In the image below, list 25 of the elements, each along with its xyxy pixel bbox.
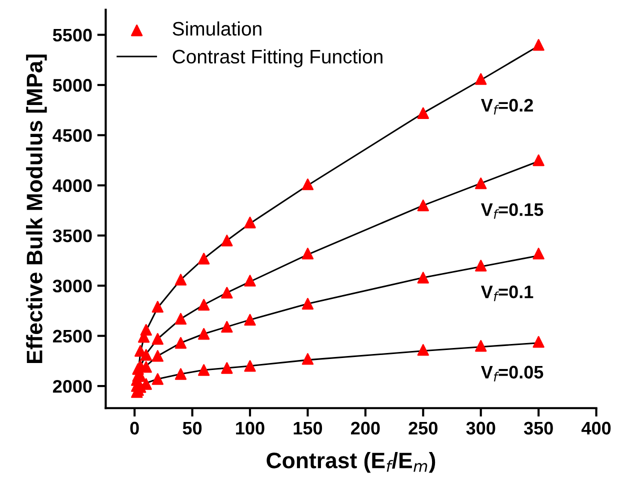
y-tick-label: 2500 bbox=[52, 330, 92, 343]
x-tick-label: 300 bbox=[466, 422, 496, 435]
x-tick-label: 0 bbox=[130, 422, 139, 435]
annotation: V$_{f}$=0.15 bbox=[480, 203, 544, 219]
x-tick-label: 200 bbox=[350, 422, 380, 435]
annotation: V$_{f}$=0.05 bbox=[480, 366, 544, 382]
x-axis-title: Contrast (E$_{f}$/E$_{m}$) bbox=[266, 452, 436, 473]
x-tick-label: 250 bbox=[408, 422, 438, 435]
annotation: V$_{f}$=0.1 bbox=[480, 286, 534, 302]
y-tick-label: 4500 bbox=[52, 129, 92, 142]
x-tick-label: 150 bbox=[294, 422, 322, 435]
legend-label: Simulation bbox=[172, 21, 262, 36]
y-tick-label: 2000 bbox=[52, 380, 92, 393]
annotation: V$_{f}$=0.2 bbox=[480, 98, 533, 114]
legend-label: Contrast Fitting Function bbox=[172, 49, 382, 68]
x-tick-label: 100 bbox=[236, 422, 264, 435]
x-tick-label: 350 bbox=[524, 422, 553, 435]
y-tick-label: 3500 bbox=[52, 229, 92, 242]
x-tick-label: 50 bbox=[182, 422, 202, 435]
y-tick-label: 4000 bbox=[52, 179, 92, 192]
x-tick-label: 400 bbox=[582, 422, 611, 435]
y-tick-label: 5000 bbox=[52, 78, 92, 92]
y-tick-label: 3000 bbox=[52, 280, 92, 292]
y-tick-label: 5500 bbox=[52, 28, 92, 42]
y-axis-title: Effective Bulk Modulus [MPa] bbox=[26, 54, 47, 363]
